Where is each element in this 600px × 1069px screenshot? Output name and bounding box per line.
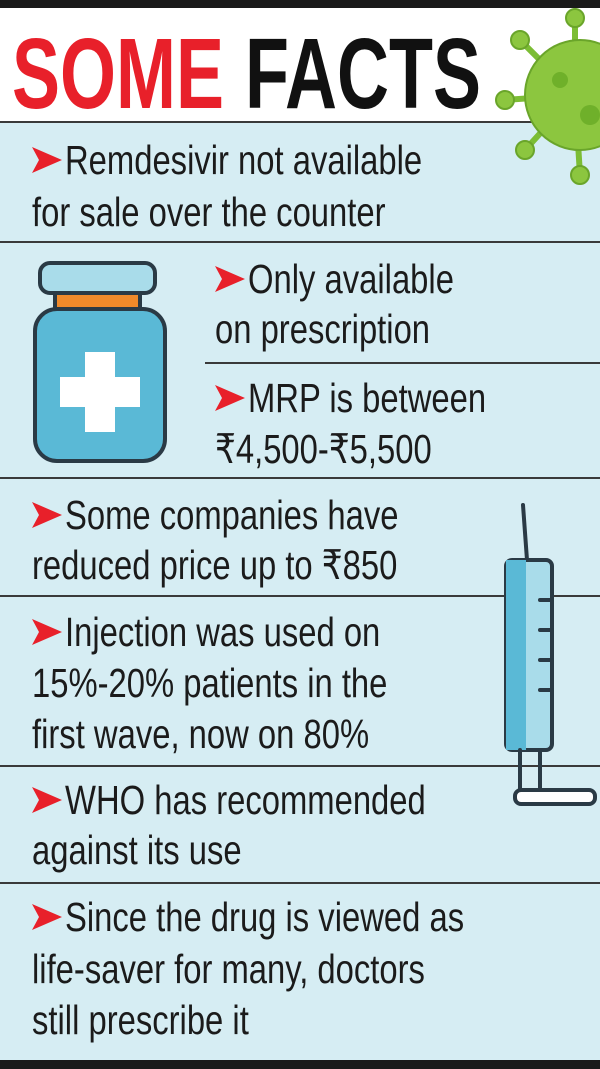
title-part-1: SOME — [12, 18, 224, 129]
bullet-arrow — [32, 904, 62, 930]
fact-line: MRP is between — [248, 374, 486, 420]
fact-line: against its use — [32, 826, 242, 872]
vial-icon — [33, 261, 167, 463]
fact-line: Only available — [248, 255, 454, 301]
fact-line: life-saver for many, doctors — [32, 945, 425, 991]
fact-line: Some companies have — [65, 491, 399, 537]
title-part-2: FACTS — [245, 18, 481, 129]
fact-line: for sale over the counter — [32, 188, 386, 234]
fact-line: 15%-20% patients in the — [32, 659, 387, 705]
bullet-arrow — [215, 385, 245, 411]
bullet-arrow — [32, 619, 62, 645]
fact-line: ₹4,500-₹5,500 — [215, 425, 432, 471]
bullet-arrow — [32, 502, 62, 528]
fact-line: reduced price up to ₹850 — [32, 541, 397, 587]
bottom-bar — [0, 1060, 600, 1069]
fact-line: Injection was used on — [65, 608, 380, 654]
bullet-arrow — [215, 266, 245, 292]
top-bar — [0, 0, 600, 8]
fact-line: on prescription — [215, 305, 430, 351]
bullet-arrow — [32, 787, 62, 813]
virus-icon — [495, 8, 600, 185]
bullet-arrow — [32, 147, 62, 173]
fact-line: still prescribe it — [32, 996, 249, 1042]
fact-line: first wave, now on 80% — [32, 710, 369, 756]
text-layer: SOME FACTS Remdesivir not available for s… — [12, 18, 486, 1042]
fact-line: WHO has recommended — [65, 776, 426, 822]
syringe-icon — [504, 503, 597, 806]
fact-line: Remdesivir not available — [65, 136, 422, 182]
fact-line: Since the drug is viewed as — [65, 893, 464, 939]
